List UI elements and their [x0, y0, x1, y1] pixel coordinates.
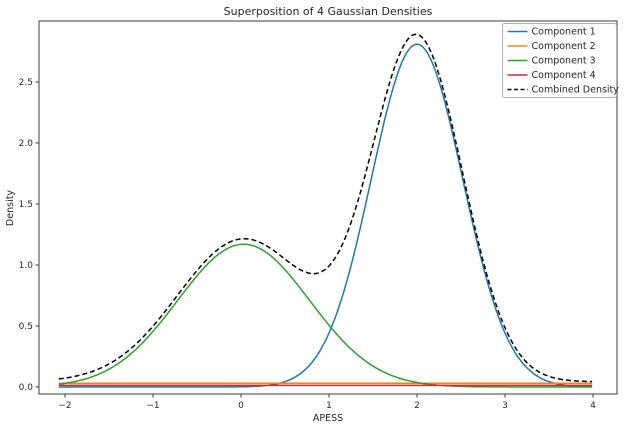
- legend: Component 1 Component 2 Component 3 Compone…: [502, 23, 620, 98]
- x-tick-label: −2: [58, 401, 71, 411]
- legend-item-label: Component 3: [532, 56, 596, 67]
- y-axis-label: Density: [5, 190, 16, 226]
- y-tick-label: 2.5: [19, 78, 33, 88]
- x-axis-label: APESS: [313, 413, 343, 424]
- y-tick-label: 2.0: [19, 139, 34, 149]
- x-tick-label: 3: [502, 401, 508, 411]
- y-tick-label: 0.0: [19, 383, 34, 393]
- chart-title: Superposition of 4 Gaussian Densities: [224, 5, 433, 18]
- series-component-1: [58, 43, 593, 388]
- x-tick-label: 2: [414, 401, 420, 411]
- x-tick-label: −1: [146, 401, 159, 411]
- plot-frame: [38, 20, 618, 395]
- series-combined-density: [58, 33, 593, 383]
- y-tick-label: 0.5: [19, 322, 33, 332]
- legend-item-label: Component 2: [532, 41, 596, 52]
- legend-box: [502, 23, 617, 98]
- data-curves: [58, 33, 593, 388]
- legend-item-label: Component 4: [532, 70, 596, 81]
- x-tick-label: 1: [326, 401, 332, 411]
- legend-item-label: Combined Density: [532, 85, 620, 96]
- series-component-3: [58, 243, 593, 388]
- y-tick-label: 1.0: [19, 261, 34, 271]
- x-tick-label: 0: [238, 401, 244, 411]
- y-axis-ticks: 0.0 0.5 1.0 1.5 2.0 2.5: [19, 78, 39, 393]
- legend-item-label: Component 1: [532, 27, 596, 38]
- y-tick-label: 1.5: [19, 200, 33, 210]
- x-tick-label: 4: [590, 401, 596, 411]
- x-axis-ticks: −2 −1 0 1 2 3 4: [58, 394, 596, 411]
